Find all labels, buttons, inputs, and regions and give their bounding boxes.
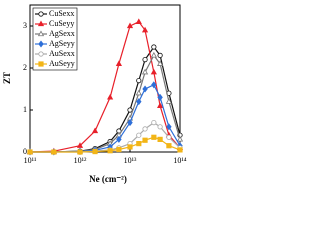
marker [166, 123, 172, 131]
legend-label: AgSexx [49, 29, 75, 38]
marker [116, 146, 122, 153]
legend-box [32, 7, 78, 71]
legend-label: AuSeyy [49, 59, 75, 68]
marker [142, 85, 148, 93]
marker [141, 68, 149, 75]
marker [142, 137, 148, 143]
marker [116, 135, 122, 143]
x-tick-label: 10¹³ [124, 156, 137, 165]
marker [151, 120, 157, 126]
marker [136, 78, 142, 84]
marker [92, 148, 98, 155]
y-axis-label: ZT [2, 72, 12, 84]
marker [151, 134, 157, 140]
legend-label: AgSeyy [49, 39, 75, 48]
marker [141, 26, 149, 33]
marker [91, 127, 99, 134]
marker [127, 144, 133, 150]
marker [115, 60, 123, 66]
marker [27, 149, 33, 155]
legend-marker [38, 51, 44, 57]
marker [157, 124, 163, 130]
marker [142, 56, 148, 63]
marker [176, 135, 184, 142]
legend-marker [37, 20, 45, 27]
marker [157, 52, 163, 59]
chart: Ne (cm⁻²) ZT 0 1 2 3 10¹¹ 10¹² 10¹³ 10¹⁴ CuSexxC… [2, 4, 187, 184]
marker [76, 142, 84, 148]
marker [127, 107, 133, 113]
legend-marker [38, 11, 44, 17]
marker [135, 18, 142, 24]
marker [77, 149, 83, 155]
y-tick-label: 0 [23, 147, 27, 156]
marker [136, 140, 142, 147]
marker [127, 119, 133, 127]
legend-label: CuSexx [49, 9, 74, 18]
marker [136, 132, 142, 138]
marker [135, 89, 142, 96]
marker [157, 93, 163, 101]
x-tick-label: 10¹⁴ [173, 156, 186, 165]
marker [177, 147, 183, 153]
marker [166, 134, 172, 140]
marker [107, 93, 114, 100]
legend-label: AuSexx [49, 49, 75, 58]
marker [151, 44, 157, 50]
x-axis-label: Ne (cm⁻²) [89, 174, 127, 184]
marker [151, 81, 157, 89]
legend-marker [38, 61, 44, 67]
y-tick-label: 1 [23, 105, 27, 114]
legend-marker [37, 30, 45, 37]
legend-marker [38, 40, 44, 48]
marker [166, 143, 172, 149]
marker [150, 51, 157, 58]
marker [126, 22, 134, 29]
marker [150, 68, 157, 75]
marker [136, 98, 142, 106]
x-tick-label: 10¹² [74, 156, 87, 165]
page: Ne (cm⁻²) ZT 0 1 2 3 10¹¹ 10¹² 10¹³ 10¹⁴ CuSexx C… [2, 4, 187, 185]
marker [165, 98, 173, 104]
plot-frame [29, 4, 181, 153]
marker [107, 148, 113, 154]
y-tick-label: 3 [23, 21, 27, 30]
marker [157, 102, 164, 108]
x-tick-label: 10¹¹ [24, 156, 37, 165]
marker [157, 60, 164, 66]
y-tick-label: 2 [23, 63, 27, 72]
marker [51, 149, 57, 155]
marker [157, 136, 163, 142]
marker [142, 126, 148, 132]
legend-label: CuSeyy [49, 19, 74, 28]
